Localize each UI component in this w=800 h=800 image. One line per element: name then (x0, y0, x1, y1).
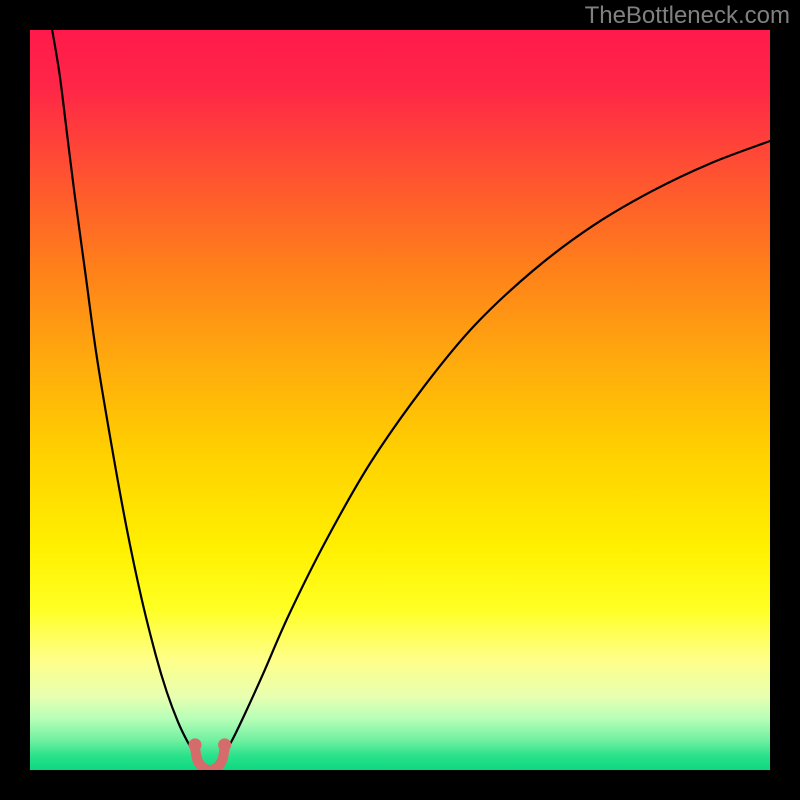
watermark-text: TheBottleneck.com (585, 2, 790, 30)
bottom-dot-0 (189, 738, 202, 751)
chart-frame: TheBottleneck.com (0, 0, 800, 800)
gradient-background (30, 30, 770, 770)
bottom-dot-1 (218, 738, 231, 751)
chart-svg (30, 30, 770, 770)
chart-plot-area (30, 30, 770, 770)
